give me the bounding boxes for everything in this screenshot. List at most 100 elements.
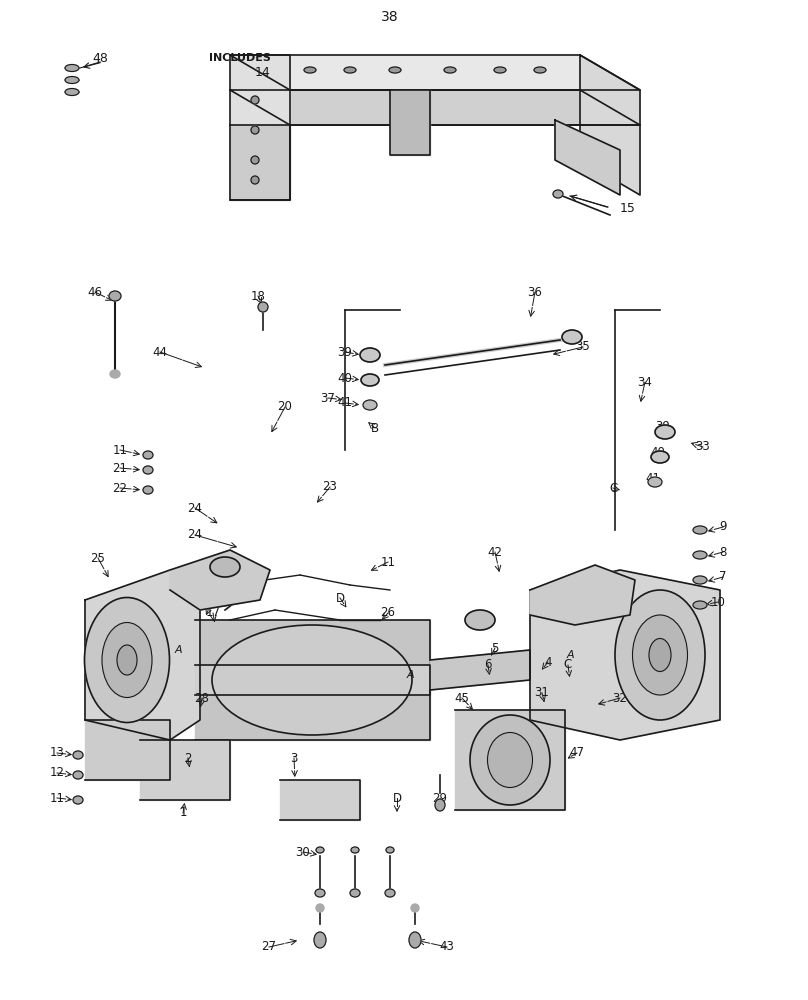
Text: 11: 11 (381, 556, 395, 568)
Polygon shape (280, 780, 360, 820)
Text: 3: 3 (290, 752, 297, 764)
Polygon shape (195, 665, 430, 695)
Ellipse shape (109, 291, 121, 301)
Text: 7: 7 (719, 570, 726, 584)
Text: 27: 27 (262, 940, 276, 954)
Ellipse shape (210, 557, 240, 577)
Ellipse shape (251, 126, 259, 134)
Ellipse shape (633, 615, 688, 695)
Ellipse shape (534, 67, 546, 73)
Ellipse shape (655, 425, 675, 439)
Polygon shape (85, 720, 170, 780)
Text: B: B (209, 591, 217, 604)
Ellipse shape (65, 64, 79, 72)
Ellipse shape (494, 67, 506, 73)
Text: 13: 13 (49, 746, 65, 760)
Text: 40: 40 (650, 446, 666, 458)
Text: F: F (101, 692, 107, 704)
Ellipse shape (304, 67, 316, 73)
Text: C: C (564, 658, 572, 672)
Ellipse shape (258, 302, 268, 312)
Ellipse shape (465, 610, 495, 630)
Text: 41: 41 (338, 396, 352, 410)
Ellipse shape (693, 526, 707, 534)
Text: 41: 41 (646, 472, 660, 485)
Text: 2: 2 (184, 752, 191, 764)
Text: 40: 40 (338, 371, 352, 384)
Ellipse shape (470, 715, 550, 805)
Ellipse shape (102, 622, 152, 698)
Ellipse shape (648, 477, 662, 487)
Polygon shape (230, 55, 640, 90)
Text: 31: 31 (535, 686, 549, 700)
Text: 38: 38 (381, 10, 399, 24)
Text: 10: 10 (710, 595, 726, 608)
Text: 6: 6 (484, 658, 492, 672)
Text: 8: 8 (719, 546, 726, 558)
Text: D: D (335, 591, 344, 604)
Polygon shape (230, 90, 640, 125)
Polygon shape (85, 570, 200, 740)
Polygon shape (230, 55, 290, 200)
Ellipse shape (350, 889, 360, 897)
Text: 17: 17 (205, 606, 221, 619)
Ellipse shape (553, 190, 563, 198)
Text: 25: 25 (90, 552, 105, 564)
Text: A: A (406, 670, 414, 680)
Ellipse shape (251, 156, 259, 164)
Text: 32: 32 (612, 692, 628, 704)
Text: 14: 14 (112, 706, 128, 720)
Ellipse shape (251, 96, 259, 104)
Text: INCLUDES: INCLUDES (209, 53, 271, 63)
Polygon shape (530, 565, 635, 625)
Text: 36: 36 (528, 286, 542, 298)
Polygon shape (555, 120, 620, 195)
Ellipse shape (389, 67, 401, 73)
Ellipse shape (65, 77, 79, 84)
Polygon shape (455, 710, 565, 810)
Text: 11: 11 (112, 444, 128, 456)
Text: C: C (609, 482, 617, 494)
Text: 20: 20 (278, 400, 292, 414)
Text: B: B (371, 422, 379, 434)
Text: 44: 44 (153, 346, 167, 359)
Ellipse shape (361, 374, 379, 386)
Text: 35: 35 (575, 340, 591, 354)
Text: 33: 33 (696, 440, 710, 454)
Text: 15: 15 (620, 202, 636, 215)
Text: 1: 1 (179, 806, 187, 820)
Text: 28: 28 (195, 692, 209, 704)
Polygon shape (390, 90, 430, 155)
Ellipse shape (315, 889, 325, 897)
Polygon shape (140, 740, 230, 800)
Text: 45: 45 (455, 692, 469, 704)
Text: 42: 42 (487, 546, 503, 558)
Ellipse shape (435, 799, 445, 811)
Text: 24: 24 (187, 528, 203, 542)
Ellipse shape (693, 576, 707, 584)
Text: 46: 46 (87, 286, 103, 298)
Text: 24: 24 (187, 502, 203, 514)
Text: 14: 14 (255, 66, 271, 79)
Text: 11: 11 (49, 792, 65, 804)
Text: 37: 37 (321, 391, 335, 404)
Text: 12: 12 (49, 766, 65, 780)
Ellipse shape (143, 466, 153, 474)
Ellipse shape (693, 551, 707, 559)
Text: 4: 4 (545, 656, 552, 668)
Ellipse shape (316, 904, 324, 912)
Ellipse shape (73, 751, 83, 759)
Ellipse shape (444, 67, 456, 73)
Ellipse shape (363, 400, 377, 410)
Ellipse shape (615, 590, 705, 720)
Ellipse shape (409, 932, 421, 948)
Ellipse shape (73, 771, 83, 779)
Text: 34: 34 (638, 375, 652, 388)
Text: 9: 9 (719, 520, 726, 534)
Ellipse shape (562, 330, 582, 344)
Ellipse shape (65, 89, 79, 96)
Ellipse shape (649, 639, 671, 672)
Text: 26: 26 (381, 606, 395, 619)
Text: 29: 29 (432, 792, 448, 804)
Text: 5: 5 (491, 642, 499, 654)
